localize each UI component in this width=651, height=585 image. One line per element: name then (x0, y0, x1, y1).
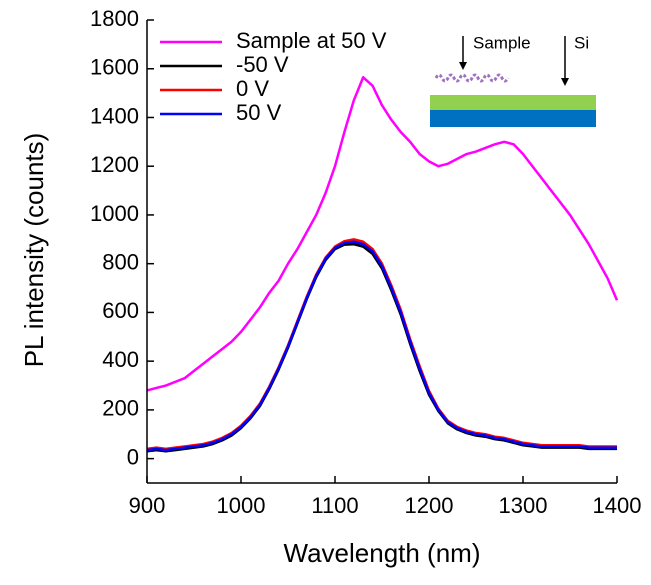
data-line (146, 240, 617, 452)
y-tick-label: 800 (102, 249, 139, 274)
y-tick-label: 1600 (90, 55, 139, 80)
plot-area: Sample at 50 V-50 V0 V50 V 0 200 400 600 800 1… (90, 6, 641, 518)
y-tick-label: 0 (127, 444, 139, 469)
inset-diagram: Sample Si (430, 33, 596, 127)
x-tick-label: 1000 (217, 493, 266, 518)
x-tick-label: 1200 (405, 493, 454, 518)
molecule-chain (434, 73, 510, 83)
arrow-head (561, 78, 569, 86)
legend-label: 50 V (236, 100, 282, 125)
arrow-head (459, 62, 467, 70)
x-tick-label: 1100 (311, 493, 358, 518)
data-line (146, 242, 617, 453)
y-tick-label: 1000 (90, 201, 139, 226)
y-tick-label: 1800 (90, 6, 139, 31)
inset-label: Sample (473, 33, 531, 52)
inset-label: Si (574, 33, 589, 52)
x-axis-title: Wavelength (nm) (284, 538, 481, 568)
legend-label: -50 V (236, 52, 289, 77)
y-tick-label: 1200 (90, 152, 139, 177)
y-tick-label: 400 (102, 347, 139, 372)
data-line (146, 76, 619, 392)
si-layer (430, 110, 596, 127)
legend-label: 0 V (236, 76, 269, 101)
y-axis-title: PL intensity (counts) (19, 133, 49, 368)
x-tick-label: 1400 (593, 493, 642, 518)
y-tick-label: 200 (102, 396, 139, 421)
y-tick-label: 600 (102, 298, 139, 323)
x-tick-label: 900 (129, 493, 166, 518)
sample-layer (430, 95, 596, 110)
legend-label: Sample at 50 V (236, 28, 387, 53)
x-tick-label: 1300 (499, 493, 548, 518)
y-tick-label: 1400 (90, 103, 139, 128)
